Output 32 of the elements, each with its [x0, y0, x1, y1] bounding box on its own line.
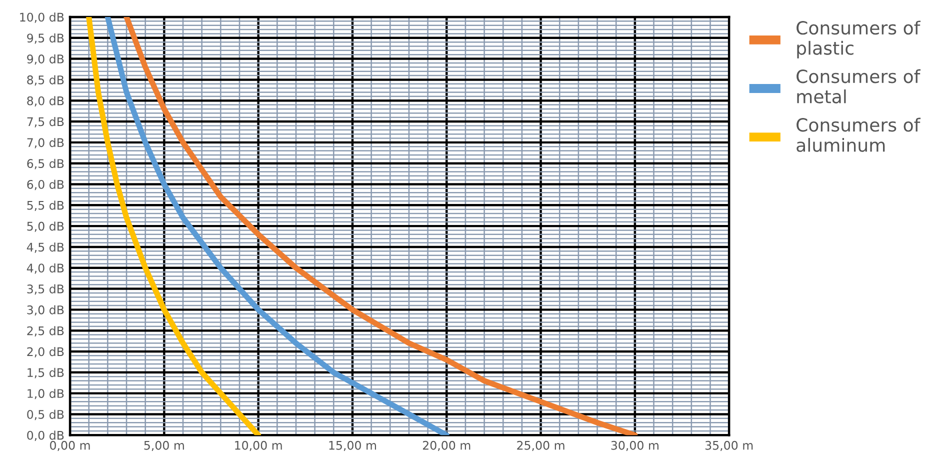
x-tick-label: 25,00 m [517, 440, 564, 452]
x-tick-label: 35,00 m [705, 440, 753, 452]
legend-label: Consumers of aluminum [796, 118, 921, 152]
y-tick-label: 6,5 dB [27, 158, 64, 170]
y-tick-label: 9,5 dB [27, 33, 64, 44]
y-tick-label: 1,5 dB [28, 368, 64, 378]
x-tick-label: 20,00 m [422, 440, 470, 452]
x-tick-label: 15,00 m [329, 440, 376, 452]
y-tick-label: 3,0 dB [27, 305, 64, 316]
x-tick-label: 5,00 m [144, 440, 184, 452]
y-tick-label: 9,0 dB [27, 54, 64, 65]
y-tick-label: 4,0 dB [26, 263, 64, 274]
y-tick-label: 5,0 dB [27, 222, 64, 232]
y-tick-label: 0,5 dB [27, 410, 64, 420]
x-tick-label: 0,00 m [50, 440, 90, 452]
legend-label: Consumers of metal [796, 69, 921, 104]
x-tick-label: 30,00 m [611, 440, 658, 452]
y-tick-label: 8,5 dB [27, 75, 64, 86]
y-tick-label: 2,0 dB [27, 347, 64, 358]
y-tick-label: 1,0 dB [28, 388, 64, 400]
y-tick-label: 7,5 dB [27, 117, 64, 128]
x-tick-label: 10,00 m [235, 440, 282, 452]
y-tick-label: 6,0 dB [27, 180, 64, 190]
y-tick-label: 2,5 dB [27, 326, 64, 336]
y-tick-label: 10,0 dB [20, 12, 64, 23]
y-tick-label: 0,0 dB [27, 430, 64, 441]
y-tick-label: 7,0 dB [27, 138, 64, 148]
y-tick-label: 3,5 dB [27, 284, 64, 295]
legend-label: Consumers of plastic [796, 20, 921, 58]
y-tick-label: 4,5 dB [26, 242, 64, 253]
y-tick-label: 5,5 dB [27, 200, 64, 212]
y-tick-label: 8,0 dB [27, 96, 64, 106]
